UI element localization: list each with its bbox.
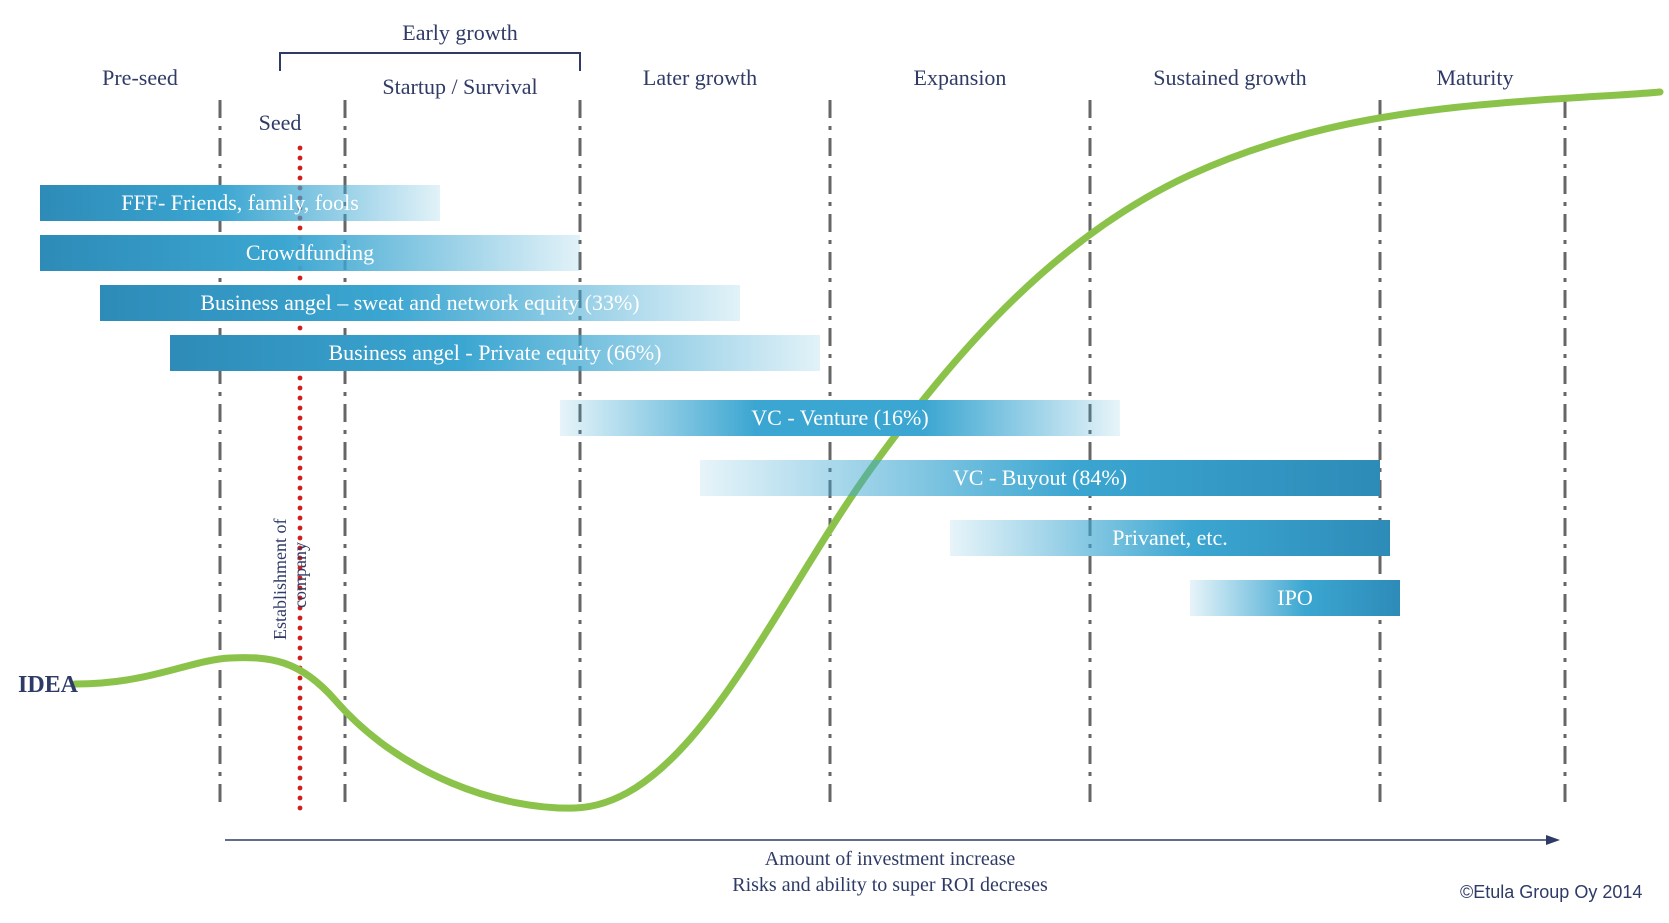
stage-label: Seed (259, 110, 302, 136)
axis-caption: Risks and ability to super ROI decreses (732, 874, 1048, 897)
establishment-label-line1: Establishment of (270, 519, 291, 640)
funding-band: FFF- Friends, family, fools (40, 185, 440, 221)
funding-band: Privanet, etc. (950, 520, 1390, 556)
funding-band: IPO (1190, 580, 1400, 616)
stage-label: Expansion (914, 65, 1007, 91)
diagram-canvas: Early growth Pre-seed Seed Startup / Survi… (0, 0, 1669, 923)
stage-label: Startup / Survival (382, 74, 537, 100)
idea-label: IDEA (18, 672, 78, 699)
axis-caption: Amount of investment increase (765, 848, 1016, 871)
funding-band: Business angel - Private equity (66%) (170, 335, 820, 371)
stage-label: Maturity (1437, 65, 1514, 91)
funding-band: VC - Buyout (84%) (700, 460, 1380, 496)
copyright-text: ©Etula Group Oy 2014 (1460, 882, 1642, 903)
stage-label: Sustained growth (1153, 65, 1306, 91)
funding-band: Business angel – sweat and network equit… (100, 285, 740, 321)
funding-band: Crowdfunding (40, 235, 580, 271)
bracket-label: Early growth (402, 20, 517, 46)
stage-label: Later growth (643, 65, 757, 91)
stage-label: Pre-seed (102, 65, 178, 91)
establishment-label-line2: company (290, 542, 311, 608)
funding-band: VC - Venture (16%) (560, 400, 1120, 436)
